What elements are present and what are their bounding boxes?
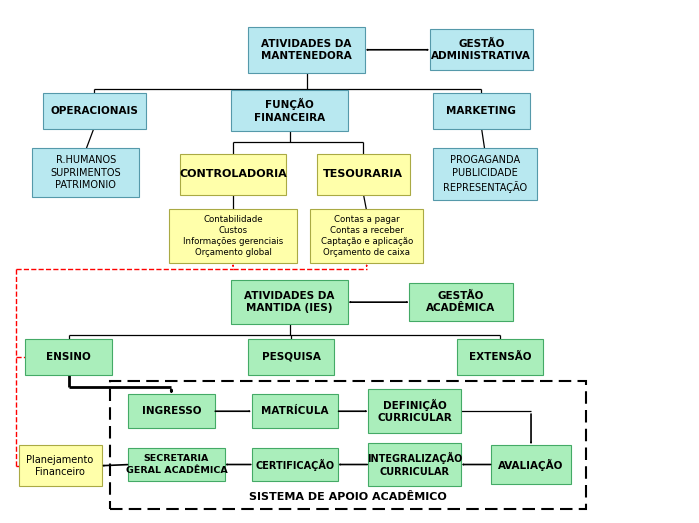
FancyBboxPatch shape (252, 394, 338, 428)
Text: ENSINO: ENSINO (46, 351, 91, 362)
Text: INTEGRALIZAÇÃO
CURRICULAR: INTEGRALIZAÇÃO CURRICULAR (367, 452, 462, 477)
FancyBboxPatch shape (43, 93, 146, 129)
Text: MARKETING: MARKETING (447, 106, 517, 116)
FancyBboxPatch shape (409, 283, 512, 322)
FancyBboxPatch shape (231, 90, 348, 131)
FancyBboxPatch shape (310, 209, 424, 263)
Text: R.HUMANOS
SUPRIMENTOS
PATRIMONIO: R.HUMANOS SUPRIMENTOS PATRIMONIO (50, 155, 121, 190)
Text: ATIVIDADES DA
MANTENEDORA: ATIVIDADES DA MANTENEDORA (261, 39, 352, 61)
FancyBboxPatch shape (433, 93, 530, 129)
Text: CONTROLADORIA: CONTROLADORIA (179, 169, 287, 179)
FancyBboxPatch shape (317, 154, 410, 195)
Text: EXTENSÃO: EXTENSÃO (469, 351, 531, 362)
Text: GESTÃO
ACADÊMICA: GESTÃO ACADÊMICA (426, 291, 496, 313)
Text: Planejamento
Financeiro: Planejamento Financeiro (27, 454, 94, 477)
FancyBboxPatch shape (128, 394, 215, 428)
Text: INGRESSO: INGRESSO (142, 406, 201, 416)
Text: DEFINIÇÃO
CURRICULAR: DEFINIÇÃO CURRICULAR (377, 399, 452, 424)
Text: Contabilidade
Custos
Informações gerenciais
Orçamento global: Contabilidade Custos Informações gerenci… (183, 215, 283, 257)
FancyBboxPatch shape (128, 448, 225, 481)
FancyBboxPatch shape (169, 209, 297, 263)
FancyBboxPatch shape (231, 280, 348, 324)
FancyBboxPatch shape (180, 154, 287, 195)
FancyBboxPatch shape (433, 149, 537, 200)
Text: SISTEMA DE APOIO ACADÊMICO: SISTEMA DE APOIO ACADÊMICO (249, 493, 447, 503)
FancyBboxPatch shape (19, 445, 101, 486)
FancyBboxPatch shape (457, 339, 543, 374)
Text: ATIVIDADES DA
MANTIDA (IES): ATIVIDADES DA MANTIDA (IES) (245, 291, 335, 313)
Text: CERTIFICAÇÃO: CERTIFICAÇÃO (255, 459, 334, 471)
Text: PESQUISA: PESQUISA (262, 351, 321, 362)
Text: SECRETARIA
GERAL ACADÊMICA: SECRETARIA GERAL ACADÊMICA (126, 454, 227, 474)
Text: GESTÃO
ADMINISTRATIVA: GESTÃO ADMINISTRATIVA (431, 39, 531, 61)
FancyBboxPatch shape (430, 29, 533, 70)
Text: FUNÇÃO
FINANCEIRA: FUNÇÃO FINANCEIRA (254, 98, 325, 123)
Text: PROGAGANDA
PUBLICIDADE
REPRESENTAÇÃO: PROGAGANDA PUBLICIDADE REPRESENTAÇÃO (442, 155, 527, 192)
FancyBboxPatch shape (25, 339, 112, 374)
FancyBboxPatch shape (491, 445, 571, 484)
Text: MATRÍCULA: MATRÍCULA (261, 406, 329, 416)
Text: TESOURARIA: TESOURARIA (323, 169, 403, 179)
FancyBboxPatch shape (368, 390, 461, 433)
Text: OPERACIONAIS: OPERACIONAIS (50, 106, 138, 116)
Text: Contas a pagar
Contas a receber
Captação e aplicação
Orçamento de caixa: Contas a pagar Contas a receber Captação… (321, 215, 412, 257)
FancyBboxPatch shape (248, 27, 366, 73)
FancyBboxPatch shape (32, 149, 139, 197)
FancyBboxPatch shape (368, 442, 461, 486)
FancyBboxPatch shape (248, 339, 334, 374)
FancyBboxPatch shape (252, 448, 338, 481)
Text: AVALIAÇÃO: AVALIAÇÃO (498, 459, 563, 471)
